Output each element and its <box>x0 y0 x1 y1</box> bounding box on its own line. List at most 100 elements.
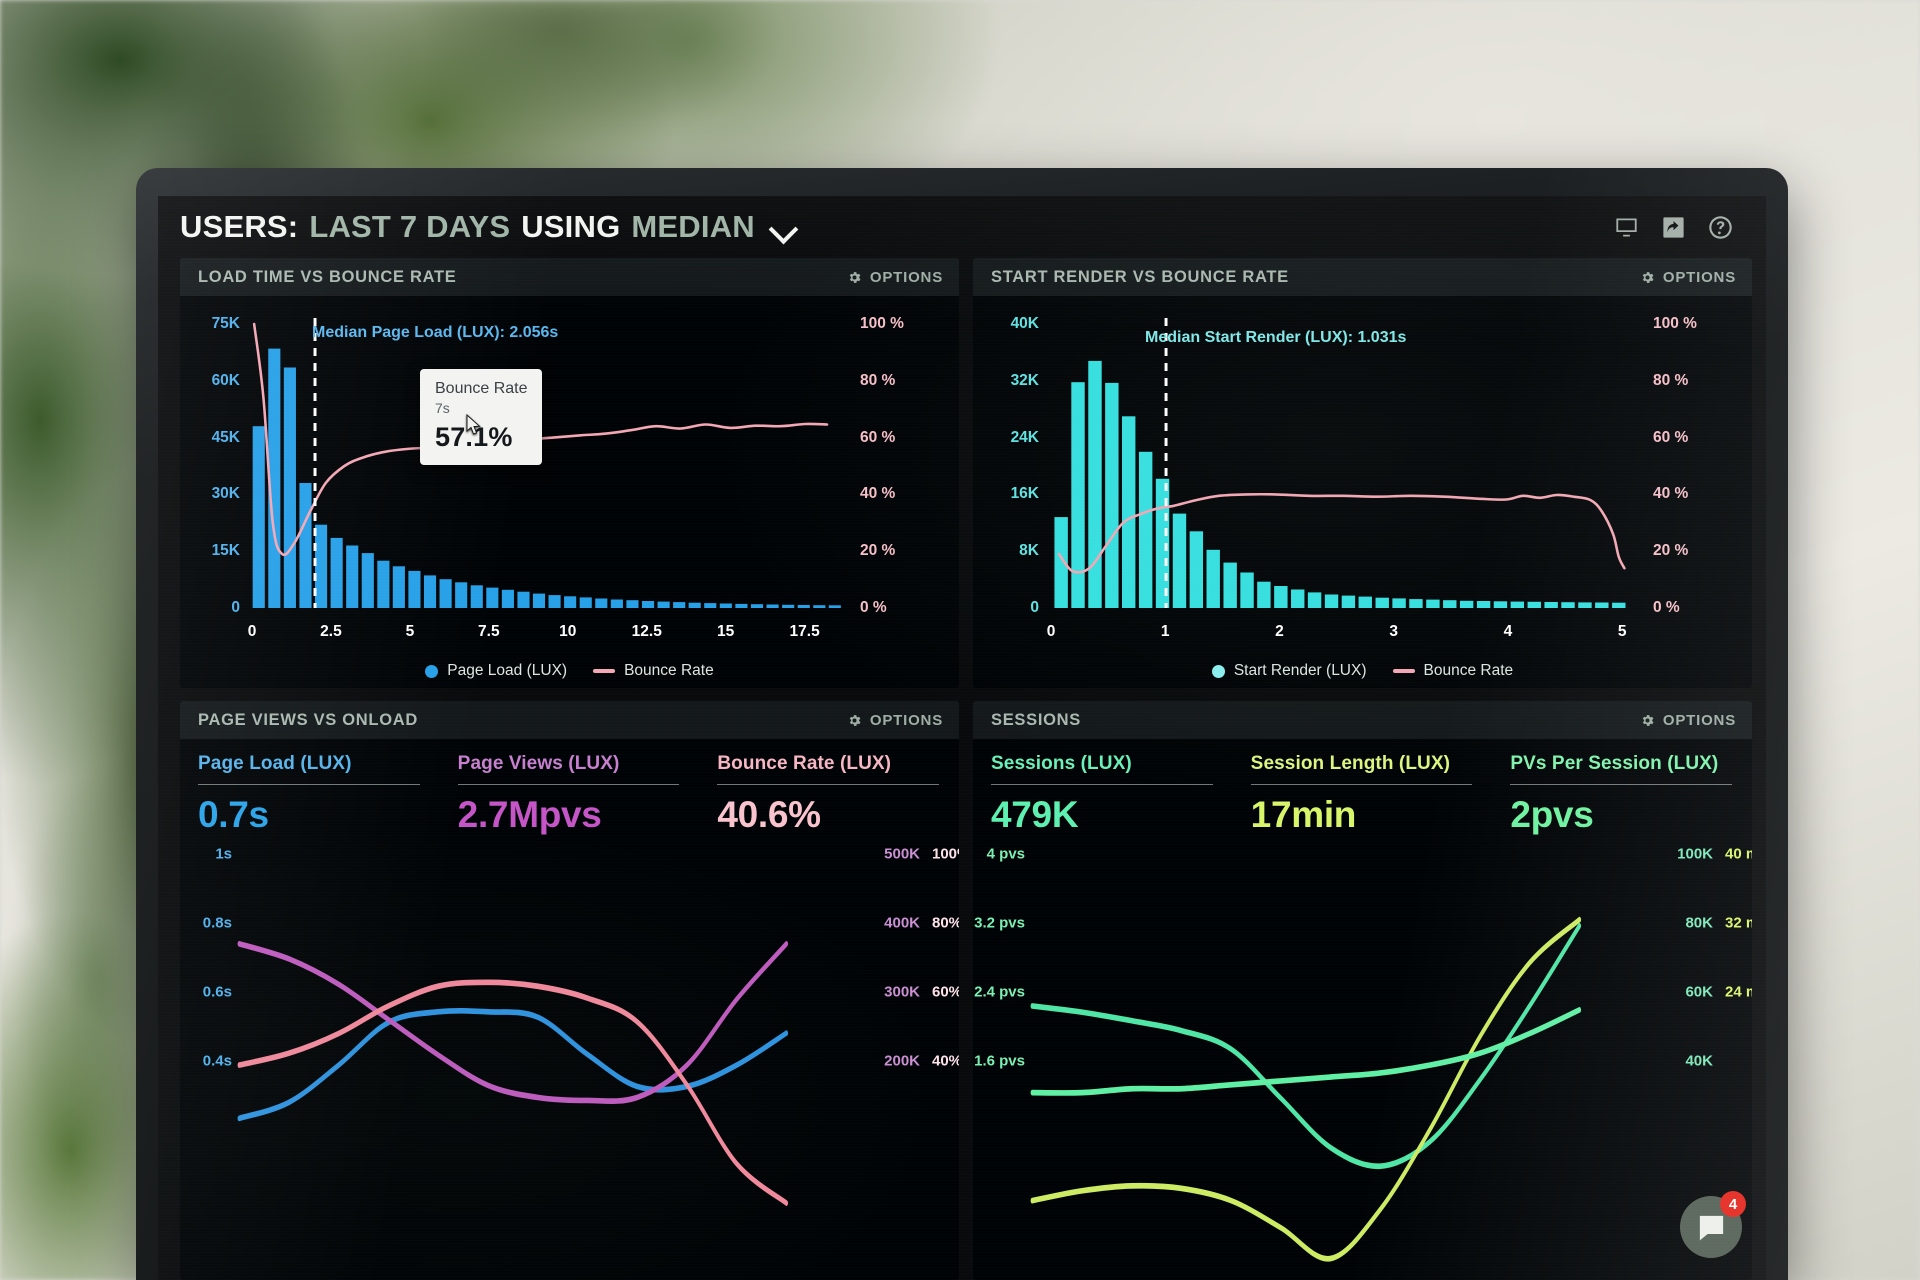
chat-unread-badge: 4 <box>1720 1191 1746 1217</box>
panel-load-time-vs-bounce-rate: LOAD TIME VS BOUNCE RATE OPTIONS 0 15K 30K… <box>180 258 959 688</box>
axis-tick-label: 40K <box>1685 1052 1713 1070</box>
histogram-bar <box>1612 602 1626 608</box>
histogram-bar <box>719 603 732 608</box>
panel-sessions: SESSIONS OPTIONS Sessions (LUX) 479K <box>973 701 1752 1280</box>
histogram-bar <box>797 605 810 608</box>
histogram-bar <box>532 593 546 608</box>
help-icon[interactable] <box>1707 214 1734 241</box>
chart-area: 0 8K 16K 24K 32K 40K 0 % 20 % 40 % 60 % 80 % 100 % 0… <box>973 296 1752 688</box>
kpi-sessions[interactable]: Sessions (LUX) 479K <box>973 753 1233 836</box>
axis-tick-label: 40 min <box>1725 845 1752 863</box>
histogram-bar <box>283 367 296 608</box>
histogram-bar <box>1257 581 1271 608</box>
axis-tick-label: 60 % <box>1653 428 1689 446</box>
load-time-chart[interactable] <box>180 296 959 688</box>
legend-item-page-load[interactable]: Page Load (LUX) <box>425 662 567 680</box>
axis-tick-label: 1s <box>215 845 232 863</box>
laptop: USERS: LAST 7 DAYS USING MEDIAN <box>136 168 1788 1280</box>
chart1-legend: Page Load (LUX) Bounce Rate <box>180 662 959 680</box>
axis-tick-label: 4 pvs <box>986 845 1025 863</box>
histogram-bar <box>579 597 592 608</box>
kpi-bounce-rate[interactable]: Bounce Rate (LUX) 40.6% <box>699 753 959 836</box>
chevron-down-icon[interactable] <box>770 214 796 240</box>
kpi-value: 2pvs <box>1510 794 1594 835</box>
legend-item-bounce-rate[interactable]: Bounce Rate <box>593 662 714 680</box>
histogram-bar <box>408 570 421 608</box>
axis-tick-label: 15K <box>211 542 240 560</box>
median-page-load-label: Median Page Load (LUX): 2.056s <box>312 324 559 341</box>
axis-tick-label: 8K <box>1019 542 1039 560</box>
histogram-bar <box>688 602 701 608</box>
axis-tick-label: 100 % <box>860 315 904 332</box>
bounce-rate-line <box>1057 492 1626 574</box>
median-start-render-label: Median Start Render (LUX): 1.031s <box>1145 329 1407 346</box>
topbar-icon-group <box>1613 214 1734 241</box>
options-button[interactable]: OPTIONS <box>1640 269 1736 286</box>
histogram-bar <box>1307 592 1322 608</box>
axis-tick-label: 24 min <box>1725 983 1752 1001</box>
axis-tick-label: 2.4 pvs <box>974 983 1025 1001</box>
mini-chart-wrap: 4 pvs 3.2 pvs 2.4 pvs 1.6 pvs 100K 80K 60K 40K 4… <box>973 836 1752 1280</box>
axis-tick-label: 0.6s <box>202 983 232 1001</box>
axis-tick-label: 45K <box>211 428 240 446</box>
axis-tick-label: 100% <box>932 845 959 863</box>
page-views-mini-chart[interactable] <box>180 836 959 1280</box>
axis-tick-label: 0 <box>231 599 240 616</box>
axis-tick-label: 75K <box>211 315 240 332</box>
histogram-bar <box>1240 572 1254 608</box>
options-button[interactable]: OPTIONS <box>847 712 943 729</box>
chart4-labels-layer: 4 pvs 3.2 pvs 2.4 pvs 1.6 pvs 100K 80K 60K 40K 4… <box>973 836 1752 1280</box>
start-render-chart[interactable] <box>973 296 1752 688</box>
legend-item-start-render[interactable]: Start Render (LUX) <box>1211 662 1367 680</box>
kpi-session-length[interactable]: Session Length (LUX) 17min <box>1233 753 1493 836</box>
histogram-bar <box>1054 517 1068 608</box>
kpi-row: Sessions (LUX) 479K Session Length (LUX)… <box>973 739 1752 836</box>
histogram-bar <box>392 566 405 608</box>
histogram-bar <box>1527 601 1541 608</box>
histogram-bar <box>1274 586 1288 608</box>
histogram-bar <box>423 575 437 608</box>
kpi-pvs-per-session[interactable]: PVs Per Session (LUX) 2pvs <box>1492 753 1752 836</box>
kpi-rule <box>457 784 680 785</box>
axis-tick-label: 300K <box>884 983 920 1001</box>
top-bar: USERS: LAST 7 DAYS USING MEDIAN <box>180 196 1752 258</box>
axis-tick-label: 0 <box>1030 599 1039 616</box>
share-icon[interactable] <box>1660 214 1687 241</box>
options-label: OPTIONS <box>869 268 943 286</box>
axis-tick-label: 0 % <box>1653 599 1680 616</box>
axis-tick-label: 20 % <box>860 542 896 560</box>
laptop-screen: USERS: LAST 7 DAYS USING MEDIAN <box>158 196 1766 1280</box>
histogram-bar <box>657 601 670 608</box>
desktop-icon[interactable] <box>1613 214 1640 241</box>
axis-tick-label: 80% <box>932 914 959 932</box>
legend-item-bounce-rate[interactable]: Bounce Rate <box>1392 662 1513 680</box>
options-button[interactable]: OPTIONS <box>1640 712 1736 729</box>
chat-widget-button[interactable]: 4 <box>1680 1191 1746 1258</box>
histogram-bar <box>470 585 483 608</box>
histogram-bar <box>346 545 359 608</box>
axis-tick-label: 40K <box>1010 315 1039 332</box>
panel-header: SESSIONS OPTIONS <box>973 701 1752 739</box>
histogram-bar <box>1595 602 1609 608</box>
sessions-mini-chart[interactable] <box>973 836 1752 1280</box>
panel-start-render-vs-bounce-rate: START RENDER VS BOUNCE RATE OPTIONS 0 8K 1… <box>973 258 1752 688</box>
page-title[interactable]: USERS: LAST 7 DAYS USING MEDIAN <box>180 209 796 245</box>
kpi-page-load[interactable]: Page Load (LUX) 0.7s <box>180 753 440 836</box>
histogram-bar <box>813 605 826 608</box>
histogram-bar <box>766 604 779 608</box>
histogram-bar <box>1510 601 1525 608</box>
panel-header: START RENDER VS BOUNCE RATE OPTIONS <box>973 258 1752 296</box>
title-metric: MEDIAN <box>631 209 755 244</box>
axis-tick-label: 500K <box>884 845 920 863</box>
histogram-bar <box>1105 382 1119 608</box>
axis-tick-label: 5 <box>405 623 415 640</box>
histogram-bar <box>1544 602 1558 608</box>
axis-tick-label: 40% <box>932 1052 959 1070</box>
kpi-page-views[interactable]: Page Views (LUX) 2.7Mpvs <box>440 753 700 836</box>
panel-title: PAGE VIEWS VS ONLOAD <box>198 710 418 729</box>
options-button[interactable]: OPTIONS <box>847 269 943 286</box>
axis-tick-label: 24K <box>1010 428 1039 446</box>
axis-tick-label: 30K <box>211 485 240 503</box>
title-using: USING <box>521 209 621 244</box>
axis-tick-label: 3.2 pvs <box>974 914 1025 932</box>
